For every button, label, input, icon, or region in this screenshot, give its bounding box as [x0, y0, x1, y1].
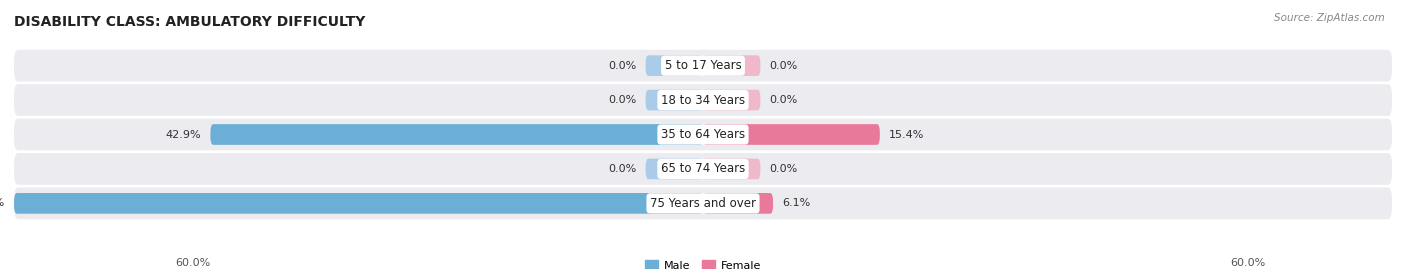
- Text: 15.4%: 15.4%: [889, 129, 924, 140]
- Text: 0.0%: 0.0%: [609, 61, 637, 71]
- FancyBboxPatch shape: [14, 153, 1392, 185]
- Text: 65 to 74 Years: 65 to 74 Years: [661, 162, 745, 175]
- FancyBboxPatch shape: [703, 124, 880, 145]
- Text: 0.0%: 0.0%: [769, 164, 797, 174]
- FancyBboxPatch shape: [211, 124, 703, 145]
- FancyBboxPatch shape: [14, 119, 1392, 150]
- Text: 0.0%: 0.0%: [769, 95, 797, 105]
- Text: 0.0%: 0.0%: [609, 164, 637, 174]
- Text: 0.0%: 0.0%: [769, 61, 797, 71]
- FancyBboxPatch shape: [14, 50, 1392, 82]
- Text: 5 to 17 Years: 5 to 17 Years: [665, 59, 741, 72]
- Text: 18 to 34 Years: 18 to 34 Years: [661, 94, 745, 107]
- Text: 42.9%: 42.9%: [166, 129, 201, 140]
- Text: 75 Years and over: 75 Years and over: [650, 197, 756, 210]
- Text: Source: ZipAtlas.com: Source: ZipAtlas.com: [1274, 13, 1385, 23]
- FancyBboxPatch shape: [703, 159, 761, 179]
- FancyBboxPatch shape: [14, 84, 1392, 116]
- Text: 60.0%: 60.0%: [1230, 258, 1265, 268]
- Text: 35 to 64 Years: 35 to 64 Years: [661, 128, 745, 141]
- FancyBboxPatch shape: [14, 193, 703, 214]
- Text: 6.1%: 6.1%: [782, 198, 810, 208]
- FancyBboxPatch shape: [703, 193, 773, 214]
- FancyBboxPatch shape: [645, 159, 703, 179]
- FancyBboxPatch shape: [14, 187, 1392, 219]
- Text: 60.0%: 60.0%: [176, 258, 211, 268]
- FancyBboxPatch shape: [703, 55, 761, 76]
- Text: DISABILITY CLASS: AMBULATORY DIFFICULTY: DISABILITY CLASS: AMBULATORY DIFFICULTY: [14, 16, 366, 30]
- Text: 0.0%: 0.0%: [609, 95, 637, 105]
- FancyBboxPatch shape: [645, 55, 703, 76]
- FancyBboxPatch shape: [645, 90, 703, 110]
- Legend: Male, Female: Male, Female: [641, 256, 765, 269]
- Text: 60.0%: 60.0%: [0, 198, 4, 208]
- FancyBboxPatch shape: [703, 90, 761, 110]
